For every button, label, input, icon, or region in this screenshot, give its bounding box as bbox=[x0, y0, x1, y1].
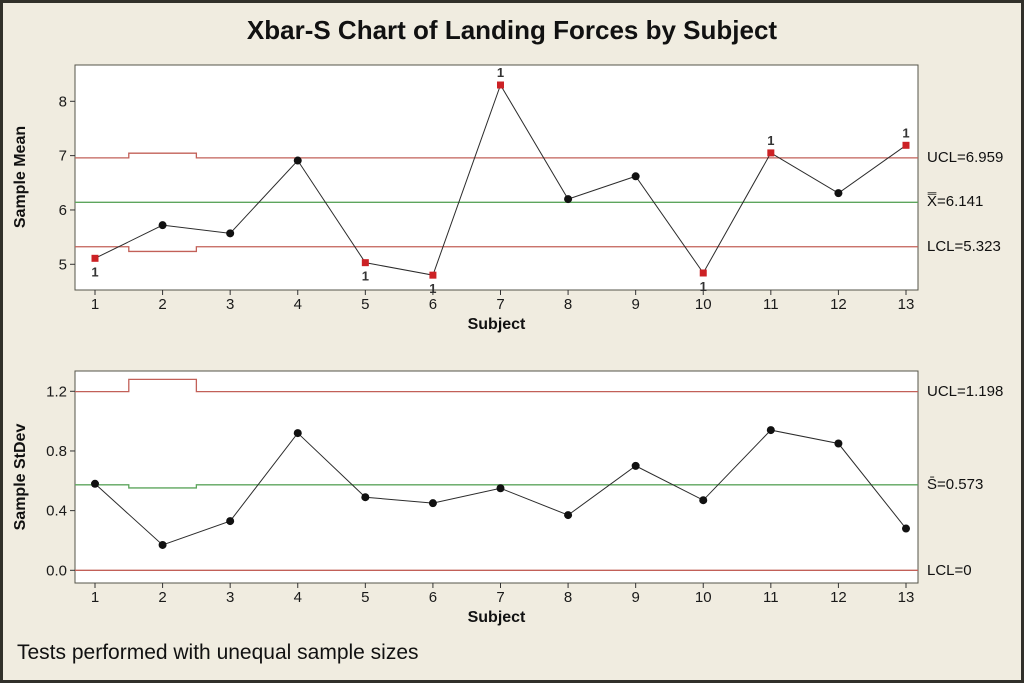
x-tick-label: 2 bbox=[158, 296, 166, 313]
s-ucl-label: UCL=1.198 bbox=[927, 383, 1004, 400]
xbar-x-axis-title: Subject bbox=[468, 316, 526, 333]
data-point bbox=[293, 429, 302, 438]
y-tick-label: 0.0 bbox=[46, 562, 67, 579]
y-tick-label: 7 bbox=[59, 148, 67, 165]
x-tick-label: 5 bbox=[361, 589, 369, 606]
test-failure-flag: 1 bbox=[362, 269, 369, 284]
lcl-line bbox=[75, 246, 918, 253]
x-tick-label: 9 bbox=[631, 296, 639, 313]
x-tick-label: 6 bbox=[429, 296, 437, 313]
x-tick-label: 5 bbox=[361, 296, 369, 313]
data-point bbox=[226, 229, 235, 238]
data-point bbox=[361, 493, 370, 502]
data-point bbox=[564, 511, 573, 520]
s-plot-area bbox=[74, 370, 919, 584]
out-of-control-point bbox=[699, 269, 707, 277]
test-failure-flag: 1 bbox=[429, 281, 436, 296]
x-tick-label: 12 bbox=[830, 296, 847, 313]
data-point bbox=[631, 172, 640, 181]
y-tick-label: 0.4 bbox=[46, 503, 67, 520]
x-tick-label: 3 bbox=[226, 296, 234, 313]
test-failure-flag: 1 bbox=[700, 279, 707, 294]
x-tick-label: 7 bbox=[496, 589, 504, 606]
test-failure-flag: 1 bbox=[497, 65, 504, 80]
data-point bbox=[834, 439, 843, 448]
data-point bbox=[158, 221, 167, 230]
data-point bbox=[91, 479, 99, 488]
chart-title: Xbar-S Chart of Landing Forces by Subjec… bbox=[246, 15, 778, 45]
ucl-line bbox=[75, 152, 918, 159]
y-tick-label: 6 bbox=[59, 202, 67, 219]
x-tick-label: 13 bbox=[898, 296, 915, 313]
s-lcl-label: LCL=0 bbox=[927, 562, 972, 579]
out-of-control-point bbox=[361, 259, 369, 267]
generated: 1 2 3 4 5 6 7 8 9 10 11 12 130.00.40.81.2 bbox=[46, 378, 918, 606]
s-y-axis-title: Sample StDev bbox=[12, 424, 29, 531]
xbar-y-axis-title: Sample Mean bbox=[12, 126, 29, 228]
x-tick-label: 4 bbox=[294, 296, 302, 313]
x-tick-label: 2 bbox=[158, 589, 166, 606]
test-failure-flag: 1 bbox=[91, 264, 98, 279]
test-footnote: Tests performed with unequal sample size… bbox=[17, 641, 419, 664]
out-of-control-point bbox=[767, 149, 775, 157]
data-point bbox=[428, 499, 437, 508]
data-point bbox=[699, 496, 708, 505]
y-tick-label: 8 bbox=[59, 93, 67, 110]
data-point bbox=[766, 426, 775, 435]
x-tick-label: 10 bbox=[695, 296, 712, 313]
x-tick-label: 9 bbox=[631, 589, 639, 606]
s-chart: Sample StDev Subject 1 2 3 4 5 6 7 8 9 10 11 12 130.… bbox=[12, 370, 919, 626]
x-tick-label: 10 bbox=[695, 589, 712, 606]
data-point bbox=[631, 461, 640, 470]
x-tick-label: 13 bbox=[898, 589, 915, 606]
data-point bbox=[293, 156, 302, 165]
y-tick-label: 5 bbox=[59, 256, 67, 273]
x-tick-label: 1 bbox=[91, 589, 99, 606]
xbar-plot-area bbox=[74, 64, 919, 291]
out-of-control-point bbox=[496, 81, 504, 89]
data-point bbox=[226, 517, 235, 526]
data-point bbox=[564, 195, 573, 204]
out-of-control-point bbox=[902, 141, 910, 149]
test-failure-flag: 1 bbox=[767, 133, 774, 148]
xbar-ucl-label: UCL=6.959 bbox=[927, 149, 1004, 166]
data-point bbox=[158, 540, 167, 549]
ucl-line bbox=[75, 378, 918, 393]
x-tick-label: 4 bbox=[294, 589, 302, 606]
x-tick-label: 6 bbox=[429, 589, 437, 606]
y-tick-label: 1.2 bbox=[46, 383, 67, 400]
x-tick-label: 7 bbox=[496, 296, 504, 313]
x-tick-label: 1 bbox=[91, 296, 99, 313]
s-x-axis-title: Subject bbox=[468, 609, 526, 626]
x-tick-label: 3 bbox=[226, 589, 234, 606]
test-failure-flag: 1 bbox=[902, 125, 909, 140]
xbar-lcl-label: LCL=5.323 bbox=[927, 238, 1001, 255]
y-tick-label: 0.8 bbox=[46, 443, 67, 460]
xbar-center-label: X̿=6.141 bbox=[927, 193, 984, 210]
center-line bbox=[75, 484, 918, 489]
x-tick-label: 8 bbox=[564, 296, 572, 313]
out-of-control-point bbox=[91, 254, 99, 262]
x-tick-label: 11 bbox=[763, 296, 779, 313]
x-tick-label: 12 bbox=[830, 589, 847, 606]
s-center-label: S̄=0.573 bbox=[927, 476, 984, 493]
out-of-control-point bbox=[429, 271, 437, 279]
x-tick-label: 8 bbox=[564, 589, 572, 606]
data-point bbox=[901, 524, 910, 533]
data-point bbox=[496, 484, 505, 493]
x-tick-label: 11 bbox=[763, 589, 779, 606]
data-point bbox=[834, 189, 843, 198]
